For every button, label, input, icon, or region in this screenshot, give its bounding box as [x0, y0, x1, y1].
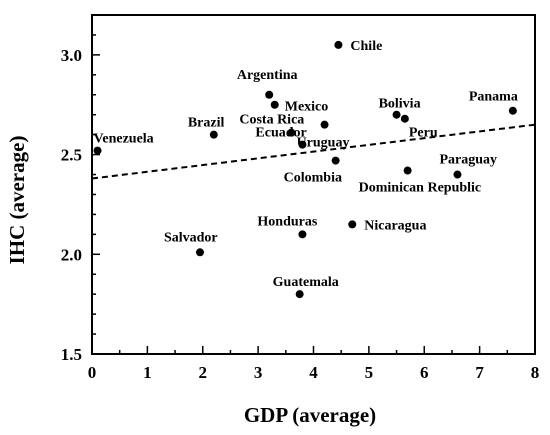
point-label-chile: Chile: [350, 39, 382, 54]
x-tick-label: 3: [254, 363, 263, 382]
point-label-mexico: Mexico: [285, 100, 329, 115]
point-peru: [400, 114, 409, 123]
point-label-peru: Peru: [409, 126, 438, 141]
point-label-dominican-republic: Dominican Republic: [359, 181, 482, 196]
y-tick-label: 1.5: [61, 345, 82, 364]
point-label-salvador: Salvador: [164, 230, 218, 245]
y-tick-label: 3.0: [61, 46, 82, 65]
x-tick-label: 7: [475, 363, 484, 382]
x-tick-label: 6: [420, 363, 429, 382]
point-dominican-republic: [403, 166, 412, 175]
point-salvador: [195, 248, 204, 257]
point-label-guatemala: Guatemala: [273, 275, 339, 290]
point-mexico: [270, 100, 279, 109]
trendline: [91, 123, 536, 180]
point-paraguay: [453, 170, 462, 179]
x-axis-title: GDP (average): [244, 403, 376, 427]
x-tick-label: 4: [309, 363, 318, 382]
point-label-honduras: Honduras: [257, 214, 317, 229]
point-chile: [334, 40, 343, 49]
point-venezuela: [93, 146, 102, 155]
point-label-costa-rica: Costa Rica: [239, 113, 304, 128]
point-label-venezuela: Venezuela: [94, 132, 154, 147]
axes: 0 1 2 3 4 5 6 7 8 1.5 2.0 2.5 3.0: [61, 14, 540, 382]
y-tick-label: 2.5: [61, 146, 82, 165]
x-tick-label: 1: [143, 363, 152, 382]
point-ecuador: [298, 140, 307, 149]
point-guatemala: [295, 290, 304, 299]
point-label-nicaragua: Nicaragua: [364, 218, 426, 233]
point-label-bolivia: Bolivia: [379, 97, 421, 112]
point-label-uruguay: Uruguay: [297, 136, 350, 151]
point-uruguay: [320, 120, 329, 129]
point-label-panama: Panama: [469, 90, 518, 105]
point-nicaragua: [348, 220, 357, 229]
x-tick-label: 8: [531, 363, 540, 382]
points-layer: Chile Argentina Mexico Bolivia Panama Peru Bra…: [93, 39, 518, 299]
point-label-argentina: Argentina: [237, 68, 298, 83]
x-tick-label: 0: [88, 363, 97, 382]
point-bolivia: [392, 110, 401, 119]
point-colombia: [331, 156, 340, 165]
y-tick-label: 2.0: [61, 245, 82, 264]
point-label-colombia: Colombia: [284, 171, 342, 186]
x-tick-label: 5: [365, 363, 374, 382]
trendline-layer: [91, 123, 536, 180]
point-label-brazil: Brazil: [188, 116, 225, 131]
point-costa-rica: [287, 128, 296, 137]
x-tick-label: 2: [199, 363, 208, 382]
y-axis-title: IHC (average): [5, 136, 29, 265]
point-brazil: [209, 130, 218, 139]
point-label-paraguay: Paraguay: [439, 153, 497, 168]
point-argentina: [265, 90, 274, 99]
point-honduras: [298, 230, 307, 239]
point-label-ecuador: Ecuador: [255, 126, 306, 141]
point-panama: [508, 106, 517, 115]
